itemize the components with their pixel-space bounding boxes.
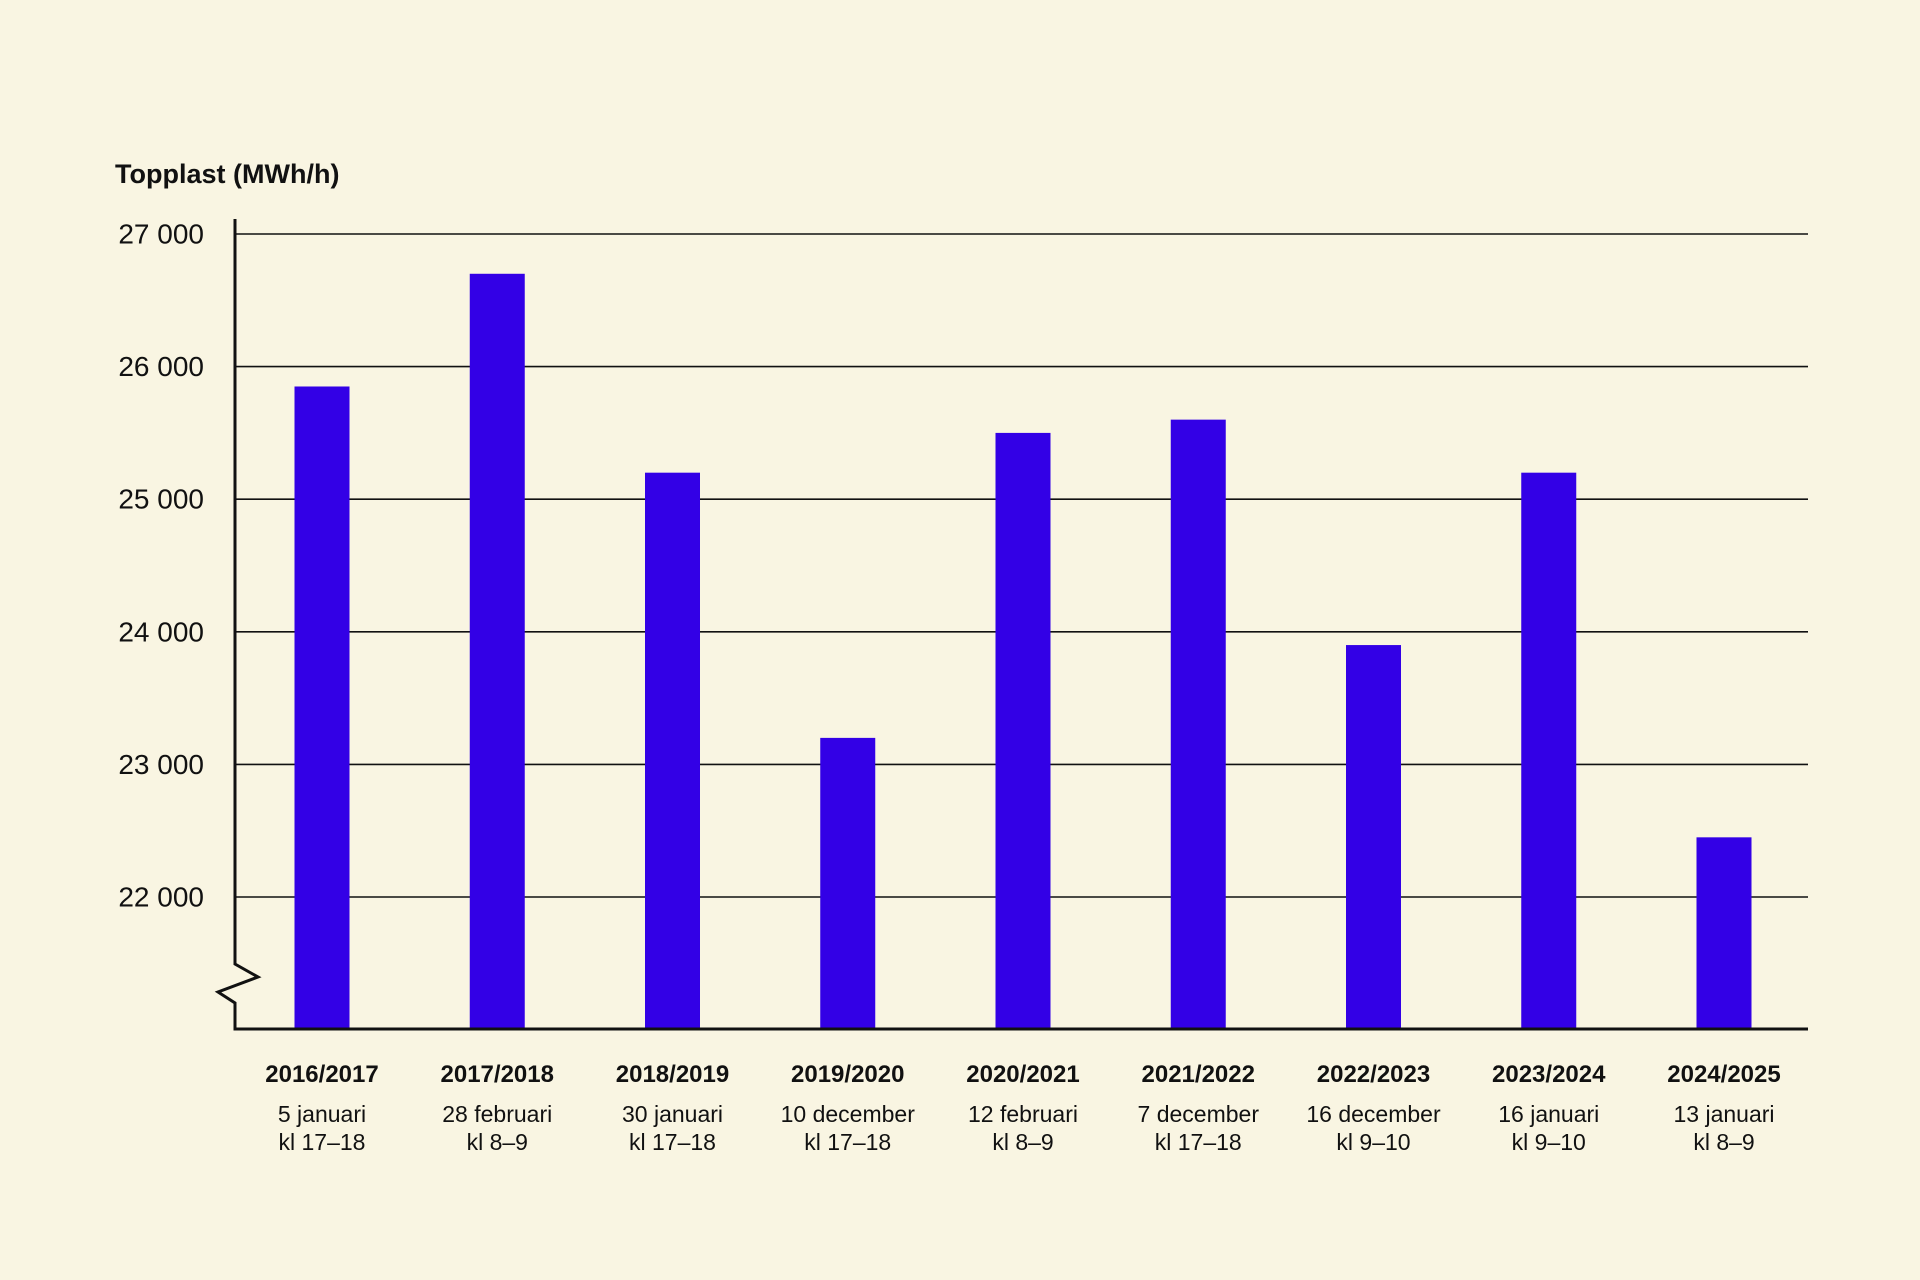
x-tick-date: 30 januari bbox=[622, 1101, 723, 1127]
axes bbox=[214, 219, 1808, 1031]
x-tick-date: 28 februari bbox=[442, 1101, 552, 1127]
x-tick-date: 16 december bbox=[1306, 1101, 1441, 1127]
bar bbox=[645, 472, 700, 1029]
y-tick-label: 25 000 bbox=[118, 484, 204, 515]
x-tick-date: 10 december bbox=[781, 1101, 916, 1127]
x-tick-date: 13 januari bbox=[1673, 1101, 1774, 1127]
y-axis-title: Topplast (MWh/h) bbox=[115, 159, 339, 189]
x-tick-label: 2017/2018 bbox=[441, 1061, 554, 1088]
x-tick-hour: kl 17–18 bbox=[629, 1129, 716, 1155]
x-tick-label: 2024/2025 bbox=[1667, 1061, 1780, 1088]
x-tick-hour: kl 17–18 bbox=[804, 1129, 891, 1155]
bars bbox=[294, 273, 1752, 1029]
bar bbox=[294, 386, 350, 1029]
bar bbox=[995, 432, 1051, 1029]
y-tick-label: 26 000 bbox=[118, 351, 204, 382]
y-tick-labels: 27 000 26 000 25 000 24 000 23 000 22 000 bbox=[118, 219, 204, 913]
x-tick-label: 2021/2022 bbox=[1142, 1061, 1255, 1088]
x-tick-hour: kl 17–18 bbox=[279, 1129, 366, 1155]
x-tick-hour: kl 17–18 bbox=[1155, 1129, 1242, 1155]
x-tick-date: 5 januari bbox=[278, 1101, 366, 1127]
y-axis-line bbox=[214, 219, 262, 1029]
x-tick-label: 2020/2021 bbox=[966, 1061, 1079, 1088]
x-tick-label: 2019/2020 bbox=[791, 1061, 904, 1088]
bar bbox=[1170, 419, 1226, 1029]
y-tick-label: 27 000 bbox=[118, 219, 204, 250]
y-tick-label: 22 000 bbox=[118, 882, 204, 913]
y-tick-label: 23 000 bbox=[118, 749, 204, 780]
bar bbox=[469, 273, 525, 1029]
x-tick-label: 2018/2019 bbox=[616, 1061, 729, 1088]
x-tick-label: 2023/2024 bbox=[1492, 1061, 1606, 1088]
x-tick-hour: kl 8–9 bbox=[992, 1129, 1053, 1155]
x-tick-label: 2022/2023 bbox=[1317, 1061, 1430, 1088]
bar bbox=[1696, 837, 1752, 1029]
x-tick-hour: kl 8–9 bbox=[1693, 1129, 1754, 1155]
x-tick-date: 12 februari bbox=[968, 1101, 1078, 1127]
y-tick-label: 24 000 bbox=[118, 616, 204, 647]
bar bbox=[820, 737, 876, 1029]
x-tick-hour: kl 8–9 bbox=[467, 1129, 528, 1155]
x-tick-hour: kl 9–10 bbox=[1336, 1129, 1410, 1155]
bar bbox=[1346, 645, 1401, 1029]
x-tick-date: 16 januari bbox=[1498, 1101, 1599, 1127]
x-tick-hour: kl 9–10 bbox=[1512, 1129, 1586, 1155]
bar bbox=[1521, 472, 1577, 1029]
x-tick-label: 2016/2017 bbox=[265, 1061, 378, 1088]
x-tick-date: 7 december bbox=[1138, 1101, 1260, 1127]
